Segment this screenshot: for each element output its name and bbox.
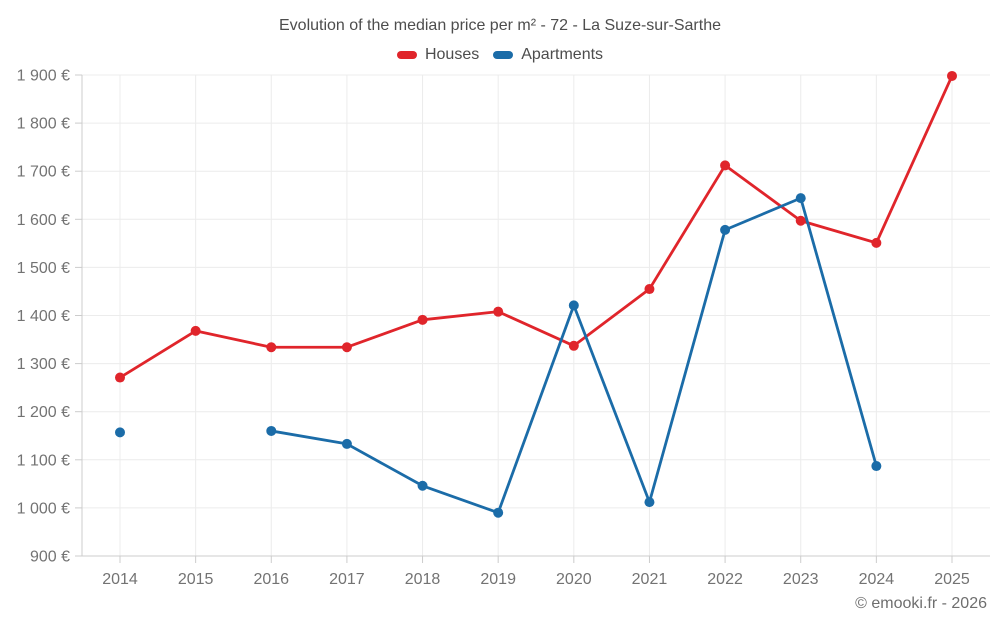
data-point-houses-2016[interactable]: [266, 342, 277, 353]
y-tick-label-1000: 1 000 €: [17, 500, 70, 517]
data-point-apartments-2021[interactable]: [644, 497, 655, 508]
data-point-houses-2020[interactable]: [568, 340, 579, 351]
x-tick-label-2025: 2025: [934, 571, 970, 588]
data-point-apartments-2017[interactable]: [341, 438, 352, 449]
legend-item-houses[interactable]: Houses: [396, 46, 480, 64]
data-point-houses-2024[interactable]: [871, 237, 882, 248]
y-tick-label-1500: 1 500 €: [17, 260, 70, 277]
data-point-houses-2023[interactable]: [795, 215, 806, 226]
legend-swatch-apartments: [493, 51, 514, 59]
data-point-houses-2022[interactable]: [720, 160, 731, 171]
data-point-apartments-2014[interactable]: [115, 427, 125, 438]
y-tick-label-1700: 1 700 €: [17, 164, 70, 181]
data-point-apartments-2018[interactable]: [417, 480, 428, 491]
data-point-houses-2018[interactable]: [417, 314, 428, 325]
data-point-apartments-2019[interactable]: [493, 507, 504, 518]
y-tick-label-1200: 1 200 €: [17, 404, 70, 421]
x-tick-label-2016: 2016: [253, 571, 289, 588]
data-point-houses-2014[interactable]: [115, 372, 125, 383]
chart-legend: Houses Apartments: [0, 46, 1000, 64]
x-tick-label-2015: 2015: [178, 571, 214, 588]
data-point-apartments-2016[interactable]: [266, 425, 277, 436]
data-point-houses-2019[interactable]: [493, 306, 504, 317]
x-tick-label-2022: 2022: [707, 571, 743, 588]
legend-label-houses: Houses: [424, 46, 480, 63]
x-tick-label-2018: 2018: [405, 571, 441, 588]
y-tick-label-900: 900 €: [30, 549, 70, 566]
x-tick-label-2021: 2021: [632, 571, 668, 588]
data-point-houses-2017[interactable]: [341, 342, 352, 353]
legend-swatch-houses: [396, 51, 417, 59]
x-tick-label-2020: 2020: [556, 571, 592, 588]
data-point-apartments-2023[interactable]: [795, 193, 806, 204]
series-line-houses: [118, 74, 954, 379]
y-tick-label-1400: 1 400 €: [17, 308, 70, 325]
legend-label-apartments: Apartments: [521, 46, 604, 63]
x-tick-label-2023: 2023: [783, 571, 819, 588]
x-tick-label-2024: 2024: [859, 571, 895, 588]
y-tick-label-1300: 1 300 €: [17, 356, 70, 373]
y-tick-label-1100: 1 100 €: [17, 452, 70, 469]
legend-item-apartments[interactable]: Apartments: [493, 46, 603, 64]
data-point-apartments-2024[interactable]: [871, 461, 882, 472]
data-point-houses-2015[interactable]: [190, 325, 201, 336]
chart-title: Evolution of the median price per m² - 7…: [279, 17, 721, 34]
data-point-houses-2025[interactable]: [947, 70, 957, 81]
data-point-apartments-2022[interactable]: [720, 224, 731, 235]
data-point-apartments-2020[interactable]: [568, 300, 579, 311]
y-tick-label-1800: 1 800 €: [17, 116, 70, 133]
y-tick-label-1900: 1 900 €: [17, 68, 70, 85]
x-tick-label-2019: 2019: [480, 571, 516, 588]
x-tick-label-2017: 2017: [329, 571, 365, 588]
copyright-text: © emooki.fr - 2026: [855, 595, 987, 612]
data-point-houses-2021[interactable]: [644, 284, 655, 295]
x-tick-label-2014: 2014: [102, 571, 138, 588]
y-tick-label-1600: 1 600 €: [17, 212, 70, 229]
